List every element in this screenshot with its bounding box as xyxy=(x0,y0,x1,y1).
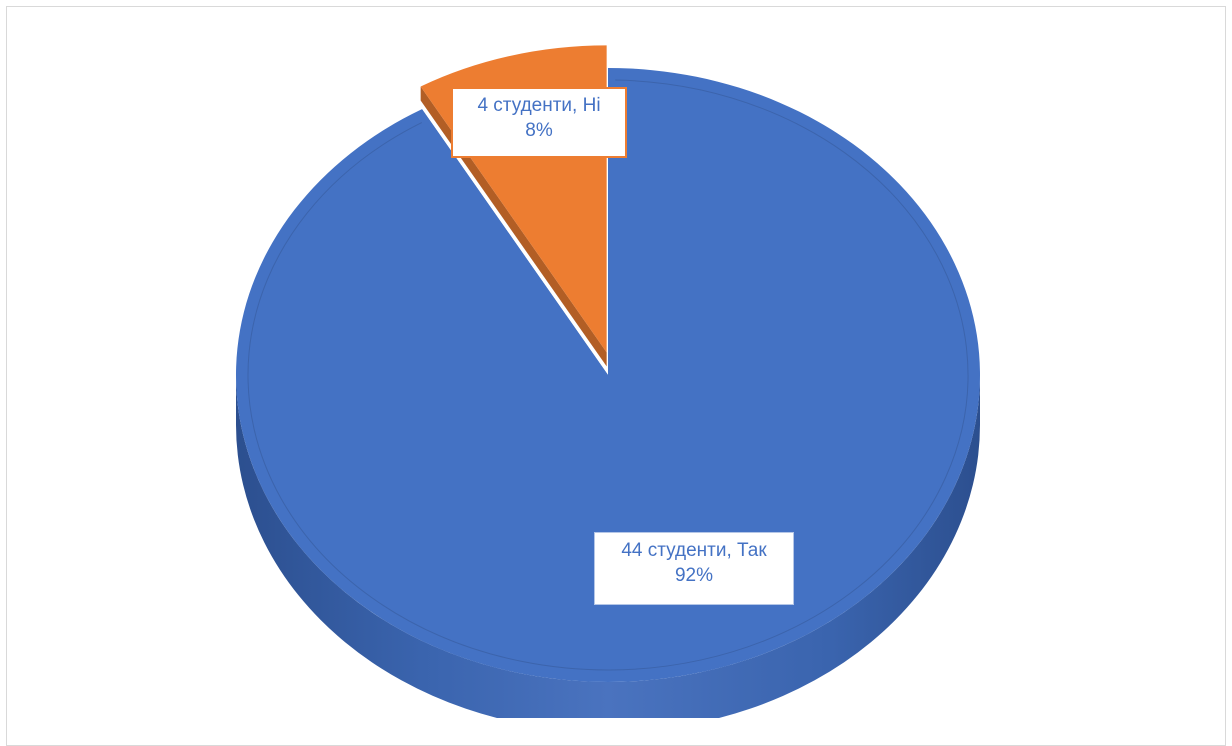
data-label-no: 4 студенти, Ні 8% xyxy=(451,87,627,158)
data-label-yes: 44 студенти, Так 92% xyxy=(595,533,793,604)
data-label-no-percent: 8% xyxy=(461,118,617,143)
data-label-yes-count: 44 студенти, Так xyxy=(604,538,784,563)
data-label-yes-percent: 92% xyxy=(604,563,784,588)
data-label-no-count: 4 студенти, Ні xyxy=(461,93,617,118)
